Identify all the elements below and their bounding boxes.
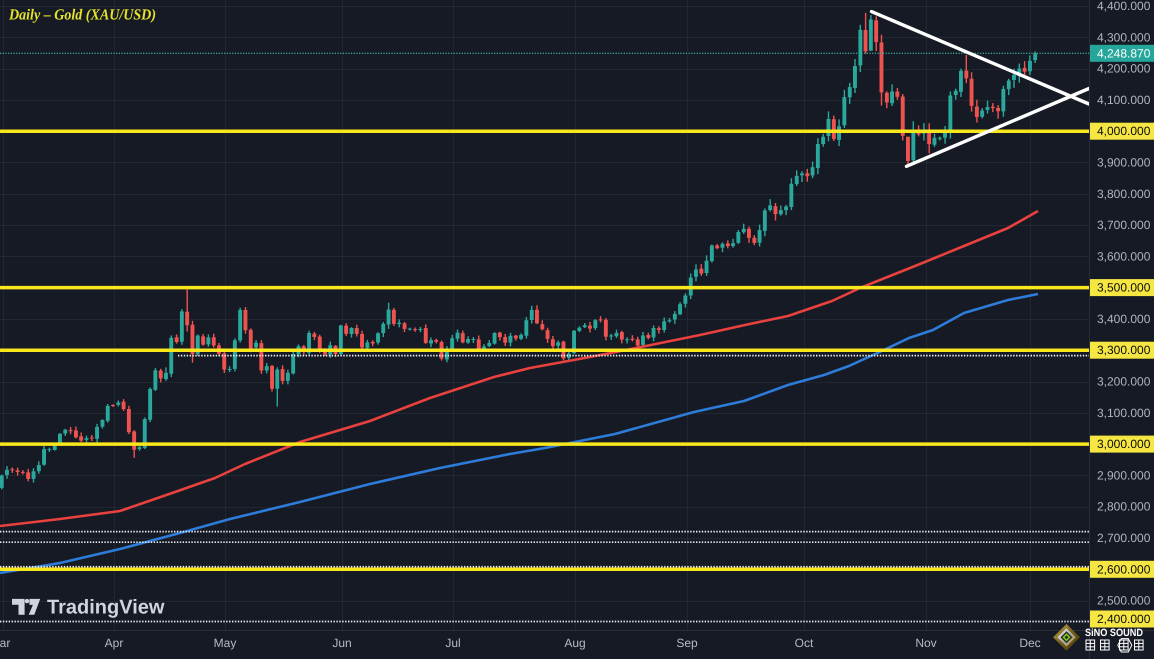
svg-text:Daily – Gold (XAU/USD): Daily – Gold (XAU/USD)	[8, 7, 156, 24]
svg-text:Sep: Sep	[676, 636, 698, 650]
svg-text:Nov: Nov	[915, 636, 936, 650]
svg-text:2,900.000: 2,900.000	[1097, 468, 1151, 482]
svg-text:Mar: Mar	[0, 636, 10, 650]
svg-text:Jun: Jun	[332, 636, 351, 650]
svg-text:2,500.000: 2,500.000	[1097, 594, 1151, 608]
svg-text:4,000.000: 4,000.000	[1097, 124, 1151, 138]
svg-text:2,600.000: 2,600.000	[1097, 562, 1151, 576]
svg-text:Jul: Jul	[445, 636, 460, 650]
svg-text:2,700.000: 2,700.000	[1097, 531, 1151, 545]
svg-text:May: May	[214, 636, 237, 650]
svg-text:TradingView: TradingView	[47, 597, 165, 619]
svg-text:3,400.000: 3,400.000	[1097, 312, 1151, 326]
svg-text:SiNO SOUND: SiNO SOUND	[1085, 627, 1143, 639]
svg-text:Apr: Apr	[105, 636, 124, 650]
svg-text:3,900.000: 3,900.000	[1097, 156, 1151, 170]
svg-text:Aug: Aug	[564, 636, 585, 650]
svg-text:4,300.000: 4,300.000	[1097, 30, 1151, 44]
svg-text:2,800.000: 2,800.000	[1097, 500, 1151, 514]
svg-text:3,200.000: 3,200.000	[1097, 375, 1151, 389]
svg-text:3,500.000: 3,500.000	[1097, 281, 1151, 295]
svg-text:3,700.000: 3,700.000	[1097, 218, 1151, 232]
svg-text:3,800.000: 3,800.000	[1097, 187, 1151, 201]
svg-text:4,248.870: 4,248.870	[1097, 46, 1151, 60]
svg-text:Oct: Oct	[795, 636, 814, 650]
svg-text:4,200.000: 4,200.000	[1097, 62, 1151, 76]
svg-text:3,100.000: 3,100.000	[1097, 406, 1151, 420]
svg-text:3,000.000: 3,000.000	[1097, 437, 1151, 451]
svg-text:2,400.000: 2,400.000	[1097, 612, 1151, 626]
svg-text:4,400.000: 4,400.000	[1097, 0, 1151, 13]
svg-text:4,100.000: 4,100.000	[1097, 93, 1151, 107]
svg-text:3,600.000: 3,600.000	[1097, 249, 1151, 263]
svg-text:3,300.000: 3,300.000	[1097, 343, 1151, 357]
svg-text:Dec: Dec	[1019, 636, 1040, 650]
